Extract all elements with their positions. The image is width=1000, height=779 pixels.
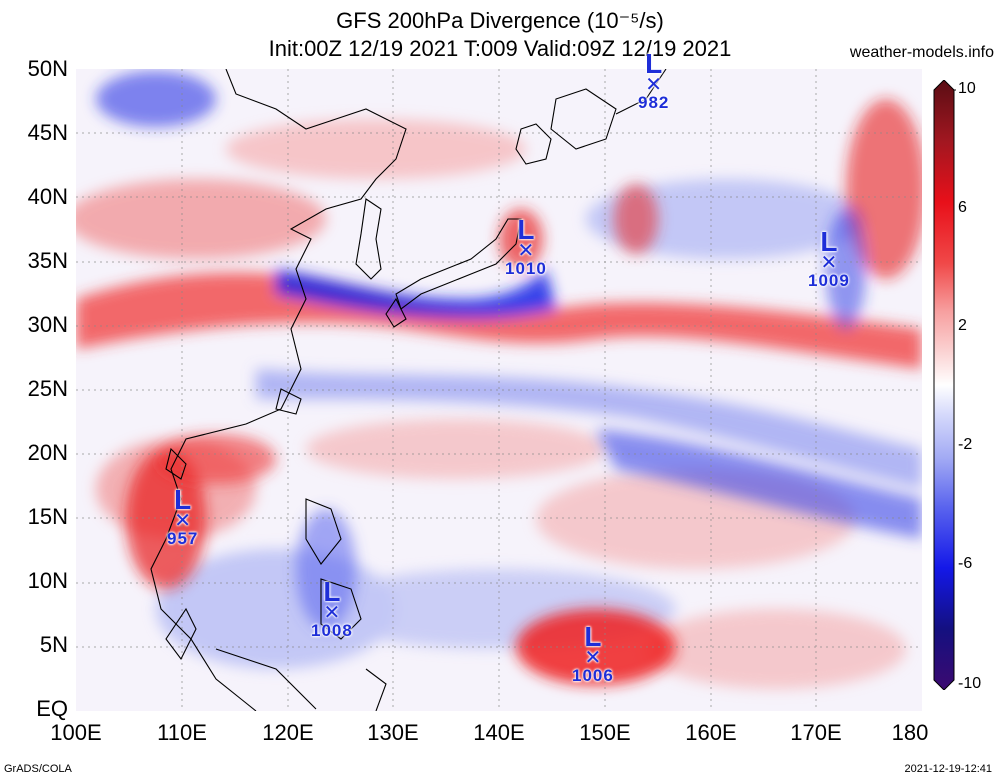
low-pressure-marker: L ✕ 1008 bbox=[311, 576, 353, 640]
low-center-icon: ✕ bbox=[517, 240, 535, 262]
coastlines bbox=[150, 69, 667, 711]
timestamp-label: 2021-12-19-12:41 bbox=[904, 763, 992, 775]
low-letter: L bbox=[517, 214, 535, 245]
low-letter: L bbox=[645, 48, 663, 79]
low-pressure-value: 982 bbox=[638, 93, 670, 112]
lon-label-160e: 160E bbox=[685, 720, 737, 745]
low-pressure-marker: L ✕ 982 bbox=[638, 48, 670, 112]
low-pressure-marker: L ✕ 1006 bbox=[572, 621, 614, 685]
grid-lines bbox=[76, 69, 922, 711]
low-pressure-value: 1009 bbox=[808, 271, 850, 290]
lat-label-45n: 45N bbox=[27, 120, 68, 145]
colorbar-label-2: 2 bbox=[958, 317, 967, 334]
low-center-icon: ✕ bbox=[820, 252, 838, 274]
lat-label-35n: 35N bbox=[27, 248, 68, 273]
low-center-icon: ✕ bbox=[323, 602, 341, 624]
low-letter: L bbox=[323, 576, 341, 607]
site-label: weather-models.info bbox=[849, 44, 994, 61]
colorbar bbox=[933, 80, 956, 690]
lat-label-20n: 20N bbox=[27, 440, 68, 465]
low-letter: L bbox=[584, 621, 602, 652]
lat-label-5n: 5N bbox=[39, 632, 68, 657]
lon-label-180: 180 bbox=[891, 720, 929, 745]
lon-label-120e: 120E bbox=[262, 720, 314, 745]
lon-label-150e: 150E bbox=[579, 720, 631, 745]
low-pressure-value: 1010 bbox=[505, 259, 547, 278]
colorbar-label-10: 10 bbox=[958, 80, 976, 97]
lat-label-30n: 30N bbox=[27, 312, 68, 337]
credit-label: GrADS/COLA bbox=[4, 763, 72, 775]
low-center-icon: ✕ bbox=[174, 510, 192, 532]
colorbar-label-neg6: -6 bbox=[958, 555, 973, 572]
lon-label-130e: 130E bbox=[367, 720, 419, 745]
low-center-icon: ✕ bbox=[645, 74, 663, 96]
low-pressure-marker: L ✕ 1010 bbox=[505, 214, 547, 278]
lon-label-100e: 100E bbox=[50, 720, 102, 745]
chart-subtitle: Init:00Z 12/19 2021 T:009 Valid:09Z 12/1… bbox=[268, 36, 732, 61]
low-pressure-value: 957 bbox=[167, 529, 199, 548]
low-pressure-marker: L ✕ 957 bbox=[167, 484, 199, 548]
low-letter: L bbox=[174, 484, 192, 515]
low-center-icon: ✕ bbox=[584, 647, 602, 669]
low-letter: L bbox=[820, 226, 838, 257]
lat-label-15n: 15N bbox=[27, 504, 68, 529]
low-pressure-marker: L ✕ 1009 bbox=[808, 226, 850, 290]
divergence-map bbox=[76, 69, 922, 711]
low-pressure-value: 1008 bbox=[311, 621, 353, 640]
colorbar-label-neg10: -10 bbox=[958, 675, 982, 692]
colorbar-label-neg2: -2 bbox=[958, 436, 973, 453]
lon-label-140e: 140E bbox=[473, 720, 525, 745]
low-pressure-value: 1006 bbox=[572, 666, 614, 685]
lat-label-eq: EQ bbox=[36, 696, 68, 721]
colorbar-label-6: 6 bbox=[958, 199, 967, 216]
lat-label-50n: 50N bbox=[27, 56, 68, 81]
lat-label-40n: 40N bbox=[27, 184, 68, 209]
chart-title: GFS 200hPa Divergence (10⁻⁵/s) bbox=[336, 8, 664, 33]
divergence-field bbox=[76, 69, 922, 711]
lon-label-170e: 170E bbox=[790, 720, 842, 745]
lon-label-110e: 110E bbox=[157, 720, 207, 745]
lat-label-10n: 10N bbox=[27, 568, 68, 593]
lat-label-25n: 25N bbox=[27, 376, 68, 401]
